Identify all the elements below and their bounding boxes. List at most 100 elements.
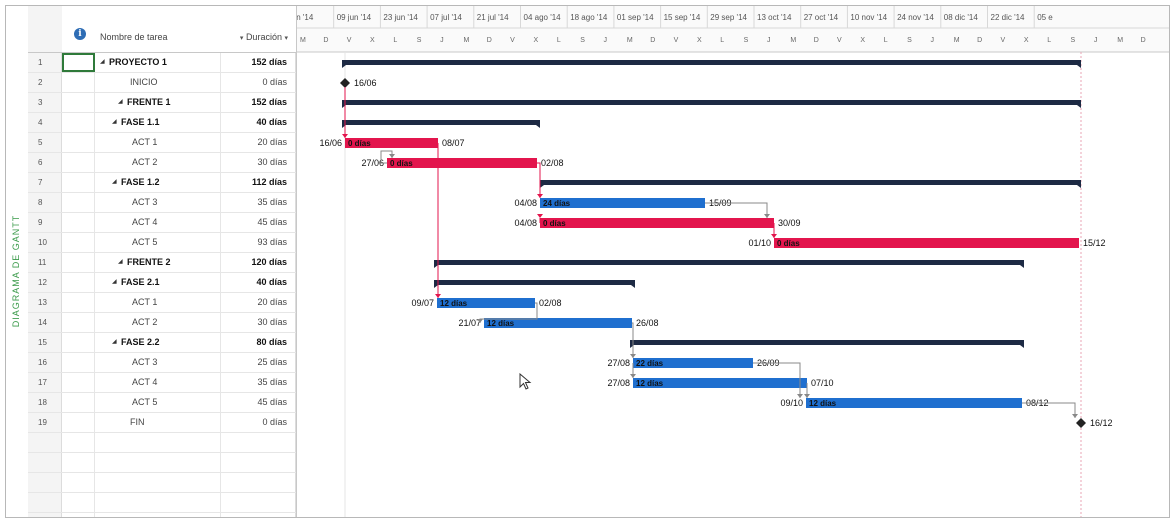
indicator-cell[interactable]	[62, 433, 95, 452]
task-name-header[interactable]: Nombre de tarea	[94, 6, 221, 53]
row-id[interactable]: 18	[28, 393, 62, 412]
duration-cell[interactable]: 152 días	[220, 93, 296, 112]
row-id[interactable]: 10	[28, 233, 62, 252]
duration-cell[interactable]	[220, 453, 296, 472]
summary-bar[interactable]	[434, 260, 1024, 265]
table-row[interactable]: 1 ◢ PROYECTO 1 152 días	[28, 53, 296, 73]
duration-cell[interactable]: 40 días	[220, 113, 296, 132]
row-id[interactable]: 11	[28, 253, 62, 272]
summary-bar[interactable]	[342, 120, 540, 125]
collapse-toggle-icon[interactable]: ◢	[118, 259, 123, 265]
table-row[interactable]: 13 ACT 1 20 días	[28, 293, 296, 313]
duration-cell[interactable]	[220, 473, 296, 492]
duration-cell[interactable]	[220, 493, 296, 512]
timescale-header[interactable]	[297, 6, 1170, 52]
critical-task-bar[interactable]	[345, 138, 438, 148]
table-row[interactable]: 3 ◢ FRENTE 1 152 días	[28, 93, 296, 113]
task-name-cell[interactable]: ◢ FASE 2.1	[94, 273, 221, 292]
row-id[interactable]: 6	[28, 153, 62, 172]
task-name-cell[interactable]: ◢ PROYECTO 1	[94, 53, 221, 72]
collapse-toggle-icon[interactable]: ◢	[112, 339, 117, 345]
table-row[interactable]: 6 ACT 2 30 días	[28, 153, 296, 173]
summary-bar[interactable]	[630, 340, 1024, 345]
duration-cell[interactable]	[220, 433, 296, 452]
row-id[interactable]: 5	[28, 133, 62, 152]
row-id[interactable]	[28, 513, 62, 517]
task-name-cell[interactable]: ACT 5	[94, 233, 221, 252]
collapse-toggle-icon[interactable]: ◢	[100, 59, 105, 65]
row-id[interactable]	[28, 433, 62, 452]
task-name-cell[interactable]: FIN	[94, 413, 221, 432]
indicator-cell[interactable]	[62, 493, 95, 512]
indicator-cell[interactable]	[62, 473, 95, 492]
task-name-cell[interactable]: ACT 2	[94, 153, 221, 172]
task-name-cell[interactable]: ACT 2	[94, 313, 221, 332]
critical-task-bar[interactable]	[774, 238, 1079, 248]
duration-cell[interactable]: 30 días	[220, 313, 296, 332]
indicator-cell[interactable]	[62, 213, 95, 232]
gantt-chart[interactable]: jun '14 09 jun '14 23 jun '14 07 jul '14 21 …	[296, 6, 1170, 517]
task-name-cell[interactable]	[94, 493, 221, 512]
duration-cell[interactable]: 35 días	[220, 193, 296, 212]
collapse-toggle-icon[interactable]: ◢	[112, 279, 117, 285]
task-name-cell[interactable]: ACT 4	[94, 213, 221, 232]
duration-cell[interactable]: 45 días	[220, 213, 296, 232]
table-row[interactable]	[28, 473, 296, 493]
task-name-cell[interactable]: ◢ FASE 2.2	[94, 333, 221, 352]
indicator-cell[interactable]	[62, 113, 95, 132]
table-row[interactable]: 12 ◢ FASE 2.1 40 días	[28, 273, 296, 293]
duration-cell[interactable]: 40 días	[220, 273, 296, 292]
table-row[interactable]: 11 ◢ FRENTE 2 120 días	[28, 253, 296, 273]
task-name-cell[interactable]: ACT 5	[94, 393, 221, 412]
task-name-cell[interactable]: ◢ FASE 1.1	[94, 113, 221, 132]
row-id[interactable]: 9	[28, 213, 62, 232]
indicator-cell[interactable]	[62, 53, 95, 72]
table-row[interactable]: 9 ACT 4 45 días	[28, 213, 296, 233]
indicator-cell[interactable]	[62, 293, 95, 312]
task-name-cell[interactable]: ACT 3	[94, 353, 221, 372]
task-name-cell[interactable]: ACT 3	[94, 193, 221, 212]
summary-bar[interactable]	[342, 100, 1081, 105]
indicator-cell[interactable]	[62, 413, 95, 432]
row-id[interactable]: 17	[28, 373, 62, 392]
table-row[interactable]: 8 ACT 3 35 días	[28, 193, 296, 213]
row-id[interactable]	[28, 473, 62, 492]
duration-cell[interactable]: 20 días	[220, 293, 296, 312]
indicator-cell[interactable]	[62, 313, 95, 332]
critical-task-bar[interactable]	[387, 158, 537, 168]
indicator-cell[interactable]	[62, 93, 95, 112]
row-id[interactable]: 14	[28, 313, 62, 332]
dropdown-arrow-icon[interactable]: ▾	[284, 35, 288, 42]
row-id[interactable]: 4	[28, 113, 62, 132]
table-row[interactable]: 2 INICIO 0 días	[28, 73, 296, 93]
indicators-header[interactable]: i	[62, 6, 95, 53]
task-name-cell[interactable]: ◢ FRENTE 1	[94, 93, 221, 112]
task-name-cell[interactable]: INICIO	[94, 73, 221, 92]
collapse-toggle-icon[interactable]: ◢	[118, 99, 123, 105]
indicator-cell[interactable]	[62, 353, 95, 372]
duration-cell[interactable]: 25 días	[220, 353, 296, 372]
row-id[interactable]	[28, 453, 62, 472]
indicator-cell[interactable]	[62, 513, 95, 517]
task-bar[interactable]	[633, 378, 807, 388]
task-name-cell[interactable]	[94, 433, 221, 452]
table-row[interactable]: 10 ACT 5 93 días	[28, 233, 296, 253]
table-row[interactable]: 17 ACT 4 35 días	[28, 373, 296, 393]
milestone-marker[interactable]	[1076, 418, 1086, 428]
collapse-toggle-icon[interactable]: ◢	[112, 119, 117, 125]
table-row[interactable]: 7 ◢ FASE 1.2 112 días	[28, 173, 296, 193]
milestone-marker[interactable]	[340, 78, 350, 88]
summary-bar[interactable]	[540, 180, 1081, 185]
indicator-cell[interactable]	[62, 233, 95, 252]
table-row[interactable]	[28, 513, 296, 517]
duration-cell[interactable]: 20 días	[220, 133, 296, 152]
table-row[interactable]: 19 FIN 0 días	[28, 413, 296, 433]
row-id[interactable]: 12	[28, 273, 62, 292]
row-id[interactable]: 16	[28, 353, 62, 372]
summary-bar[interactable]	[342, 60, 1081, 65]
table-row[interactable]: 18 ACT 5 45 días	[28, 393, 296, 413]
select-all-corner[interactable]	[28, 6, 63, 53]
duration-cell[interactable]: 80 días	[220, 333, 296, 352]
indicator-cell[interactable]	[62, 173, 95, 192]
table-row[interactable]	[28, 453, 296, 473]
